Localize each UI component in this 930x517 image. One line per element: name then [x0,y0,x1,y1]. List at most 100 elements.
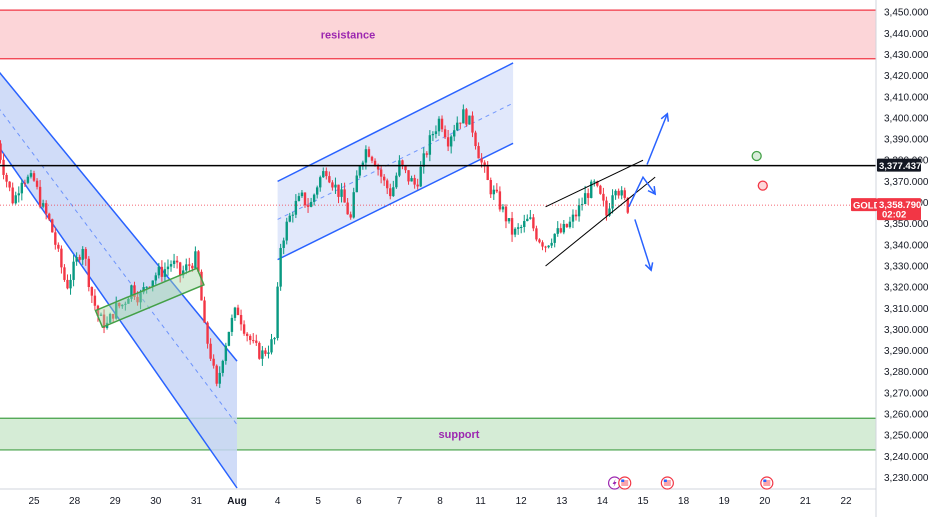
time-tick-label: 6 [356,496,362,507]
flag-canton-icon [621,479,625,482]
forecast-arrow-2 [646,113,669,165]
candle-body [553,233,556,243]
symbol-tag [851,198,877,212]
candle-body [60,248,63,268]
candle-body [270,339,273,353]
candle-body [118,302,121,307]
candle-body [175,260,179,263]
candle-body [513,228,517,235]
candle-body [227,331,231,346]
candle-body [480,158,483,163]
channels-layer [0,62,514,489]
candle-body [90,287,94,296]
candle-body [182,270,185,276]
countdown-label: 02:02 [882,210,906,221]
candle-body [389,188,392,197]
candle-body [501,206,505,210]
flag-canton-icon [763,479,767,482]
candle-body [620,190,623,196]
candle-body [245,333,249,336]
candle-body [468,115,471,125]
candle-body [136,296,139,303]
candle-body [306,205,310,207]
zones-layer: resistance support [0,9,876,451]
candle-body [337,184,340,197]
candle-body [325,171,328,177]
candle-body [355,175,358,193]
candle-body [571,214,575,222]
candle-body [197,251,200,272]
candle-body [602,193,605,201]
price-tick-label: 3,350.000 [884,219,929,230]
candle-body [63,267,66,280]
candle-body [87,258,91,288]
candle-body [544,246,547,248]
candle-body [401,160,404,166]
forecast-arrow-1 [628,175,656,208]
candle-body [398,160,401,176]
candle-body [215,365,218,384]
candle-body [209,343,212,359]
time-tick-label: 21 [800,496,812,507]
candle-body [78,257,81,260]
candle-body [550,242,553,246]
candle-body [54,232,57,245]
wedge-lower-line [545,176,656,267]
last-price-tag-label: 3,358.790 [879,200,921,211]
candle-body [413,178,416,185]
candle-body [35,180,39,187]
time-tick-label: 25 [28,496,40,507]
candle-body [599,185,602,194]
candle-body [440,118,444,130]
resistance-label: resistance [321,29,375,41]
bull-flag-box [94,267,205,329]
time-tick-label: 28 [69,496,81,507]
candle-body [331,182,334,188]
price-tick-label: 3,410.000 [884,92,929,103]
candle-body [17,193,20,196]
candle-body [410,178,413,182]
time-tick-label: 4 [275,496,281,507]
candle-body [559,228,562,233]
candle-body [520,227,523,229]
time-tick-label: 5 [315,496,321,507]
candle-body [462,109,465,124]
candle-body [547,245,550,248]
candle-body [529,217,532,219]
price-tick-label: 3,250.000 [884,431,929,442]
candle-body [428,135,432,155]
candle-body [334,184,337,188]
candle-body [446,137,450,147]
candle-body [556,228,559,234]
candle-body [41,203,45,207]
time-axis[interactable]: 25 28 29 30 31 Aug 4 5 6 7 8 11 12 13 14 15 18 19 20 21 22 [28,496,852,507]
price-tick-label: 3,320.000 [884,283,929,294]
resistance-zone [0,10,876,59]
candle-body [23,182,27,184]
support-label: support [439,429,480,441]
price-tick-label: 3,230.000 [884,473,929,484]
candle-body [264,350,267,354]
candle-body [459,122,462,124]
candle-body [322,171,325,178]
candle-body [267,352,270,354]
candle-body [66,279,69,289]
channel-1-upper-line [0,71,238,362]
price-tick-label: 3,260.000 [884,409,929,420]
candle-body [26,176,30,183]
time-tick-label: 12 [516,496,528,507]
candle-body [523,221,526,228]
price-tick-label: 3,420.000 [884,71,929,82]
candle-body [57,244,60,249]
candle-body [178,262,182,276]
price-axis[interactable]: 3,230.000 3,240.000 3,250.000 3,260.000 3,27… [884,8,929,484]
candle-body [319,177,322,188]
candle-body [297,196,301,201]
time-tick-label: 31 [191,496,203,507]
candle-body [349,214,352,218]
forecast-arrow-head-3 [644,262,654,272]
candle-body [133,285,136,297]
price-tick-label: 3,290.000 [884,346,929,357]
forecast-arrow-3 [634,219,652,271]
